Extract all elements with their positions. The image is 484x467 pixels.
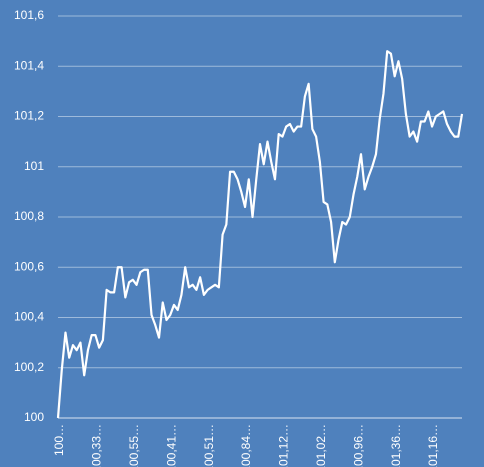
- x-tick-label: 100,96…: [351, 424, 365, 467]
- line: [56, 50, 464, 419]
- y-tick-label: 101,4: [14, 58, 44, 72]
- y-tick-label: 100: [24, 410, 44, 424]
- x-tick-label: 101,02…: [314, 424, 328, 467]
- x-tick-label: 100…: [52, 424, 66, 456]
- y-tick-label: 101: [24, 159, 44, 173]
- x-tick-label: 100,33…: [90, 424, 104, 467]
- x-tick-label: 100,51…: [202, 424, 216, 467]
- y-tick-label: 100,8: [14, 209, 44, 223]
- y-tick-label: 100,4: [14, 310, 44, 324]
- x-tick-label: 100,41…: [164, 424, 178, 467]
- x-tick-label: 101,16…: [426, 424, 440, 467]
- y-tick-label: 101,6: [14, 8, 44, 22]
- x-tick-label: 101,12…: [277, 424, 291, 467]
- x-tick-label: 100,55…: [127, 424, 141, 467]
- x-tick-label: 101,36…: [389, 424, 403, 467]
- y-tick-label: 100,2: [14, 360, 44, 374]
- y-tick-label: 100,6: [14, 259, 44, 273]
- y-tick-label: 101,2: [14, 109, 44, 123]
- x-tick-label: 100,84…: [239, 424, 253, 467]
